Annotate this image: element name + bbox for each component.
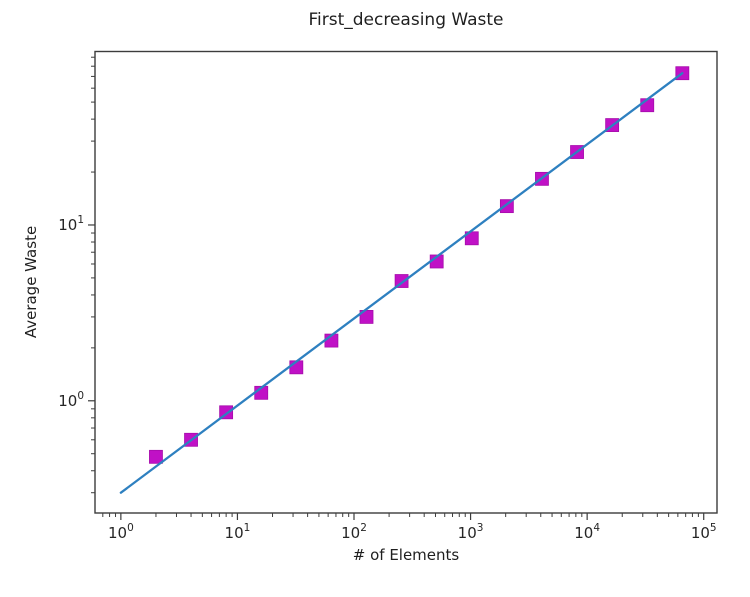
x-tick-label: 102 <box>341 522 367 542</box>
x-tick-label: 104 <box>574 522 600 542</box>
x-tick-label: 101 <box>225 522 251 542</box>
x-tick-label: 105 <box>691 522 717 542</box>
y-tick-label: 100 <box>58 390 84 410</box>
chart-title: First_decreasing Waste <box>308 10 504 30</box>
y-tick-label: 101 <box>58 214 84 234</box>
power-law-fit-line <box>119 72 684 494</box>
data-point-marker <box>149 449 163 464</box>
x-tick-label: 103 <box>458 522 484 542</box>
x-axis-label: # of Elements <box>352 546 460 564</box>
x-tick-label: 100 <box>108 522 134 542</box>
